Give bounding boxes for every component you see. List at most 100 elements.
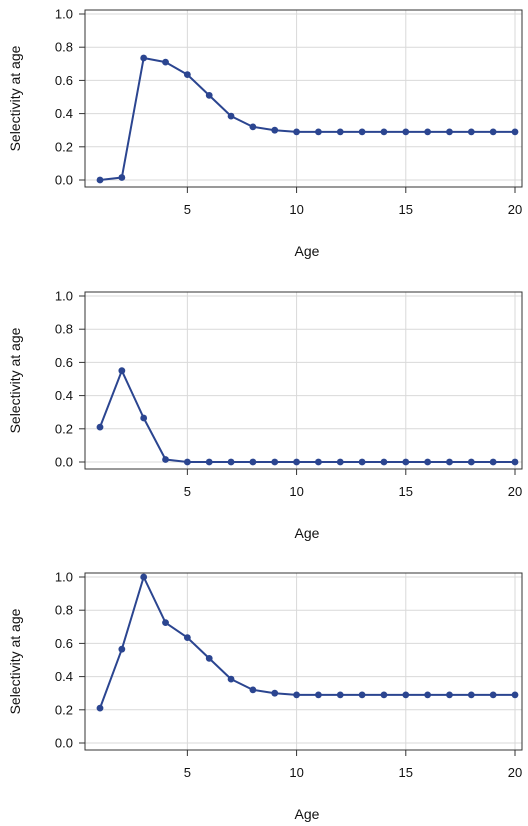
x-tick-label: 15 (399, 484, 413, 499)
data-point (205, 458, 213, 466)
y-tick-label: 0.8 (55, 322, 73, 337)
chart-panel-3: 0.0 0.2 0.4 0.6 0.8 1.0 5 10 15 20 Age Selectivity … (7, 570, 523, 822)
y-tick-label: 1.0 (55, 570, 73, 585)
data-point (489, 691, 497, 699)
y-axis-label: Selectivity at age (7, 608, 23, 714)
data-point (118, 367, 126, 375)
data-point (315, 128, 322, 136)
data-point (249, 458, 257, 466)
data-point (183, 71, 191, 78)
y-tick-label: 0.4 (55, 669, 73, 684)
data-point (271, 126, 279, 134)
data-point (315, 458, 322, 466)
chart-panel-2: 0.0 0.2 0.4 0.6 0.8 1.0 5 10 15 20 Age Selectivity … (7, 289, 523, 541)
data-point (467, 458, 475, 466)
data-point (424, 458, 432, 466)
data-point (424, 128, 432, 136)
data-point (467, 128, 475, 136)
data-point (140, 414, 148, 422)
data-point (402, 691, 410, 699)
data-point (205, 91, 213, 99)
x-tick-label: 10 (289, 202, 303, 217)
data-point (380, 691, 388, 699)
y-tick-label: 0.6 (55, 355, 73, 370)
data-point (446, 691, 453, 699)
data-point (118, 645, 126, 653)
series-line (99, 576, 515, 709)
y-tick-label: 1.0 (55, 289, 73, 304)
data-point (446, 458, 453, 466)
y-axis-label: Selectivity at age (7, 327, 23, 433)
data-point (446, 128, 453, 136)
series-line (99, 369, 515, 463)
data-point (249, 686, 257, 694)
data-point (293, 128, 300, 136)
x-axis-label: Age (295, 806, 320, 822)
y-tick-label: 0.0 (55, 455, 73, 470)
data-point (358, 691, 366, 699)
y-tick-label: 0.4 (55, 106, 73, 121)
x-tick-label: 10 (289, 484, 303, 499)
x-tick-label: 15 (399, 202, 413, 217)
data-point (402, 128, 410, 136)
data-point (380, 458, 388, 466)
y-tick-label: 0.2 (55, 421, 73, 436)
data-point (380, 128, 388, 136)
data-point (205, 654, 213, 662)
data-point (402, 458, 410, 466)
x-axis-label: Age (295, 525, 320, 541)
data-point (489, 128, 497, 136)
data-point (249, 123, 257, 131)
plot-frame (84, 572, 523, 751)
x-tick-label: 10 (289, 765, 303, 780)
x-tick-label: 5 (184, 765, 191, 780)
plot-frame (84, 9, 523, 188)
data-point (227, 458, 235, 466)
data-point (358, 128, 366, 136)
data-point (162, 619, 169, 627)
x-tick-label: 20 (508, 484, 522, 499)
y-tick-label: 0.8 (55, 40, 73, 55)
data-point (489, 458, 497, 466)
data-point (227, 112, 235, 120)
data-point (183, 458, 191, 466)
data-point (336, 691, 344, 699)
y-axis-label: Selectivity at age (7, 45, 23, 151)
y-tick-label: 0.0 (55, 173, 73, 188)
x-axis-label: Age (295, 243, 320, 259)
data-point (511, 128, 519, 136)
x-tick-label: 5 (184, 484, 191, 499)
y-tick-label: 0.8 (55, 603, 73, 618)
data-point (467, 691, 475, 699)
data-point (140, 54, 148, 62)
data-point (96, 704, 104, 712)
data-point (271, 689, 279, 697)
data-point (511, 691, 519, 699)
data-point (140, 573, 148, 581)
y-tick-label: 0.6 (55, 636, 73, 651)
data-point (183, 634, 191, 641)
y-tick-label: 0.6 (55, 73, 73, 88)
data-point (96, 176, 104, 184)
y-tick-label: 0.2 (55, 139, 73, 154)
y-tick-label: 1.0 (55, 7, 73, 22)
data-point (293, 458, 300, 466)
data-point (227, 675, 235, 683)
plot-frame (84, 291, 523, 470)
data-point (293, 691, 300, 699)
data-point (424, 691, 432, 699)
y-tick-label: 0.4 (55, 388, 73, 403)
data-point (511, 458, 519, 466)
series-line (99, 56, 515, 181)
data-point (118, 174, 126, 181)
x-tick-label: 15 (399, 765, 413, 780)
data-point (162, 456, 169, 463)
data-point (96, 423, 104, 431)
chart-panel-1: 0.0 0.2 0.4 0.6 0.8 1.0 5 10 15 20 Age Selectivity … (7, 7, 523, 259)
x-tick-label: 20 (508, 765, 522, 780)
data-point (358, 458, 366, 466)
x-tick-label: 20 (508, 202, 522, 217)
y-tick-label: 0.0 (55, 736, 73, 751)
x-tick-label: 5 (184, 202, 191, 217)
